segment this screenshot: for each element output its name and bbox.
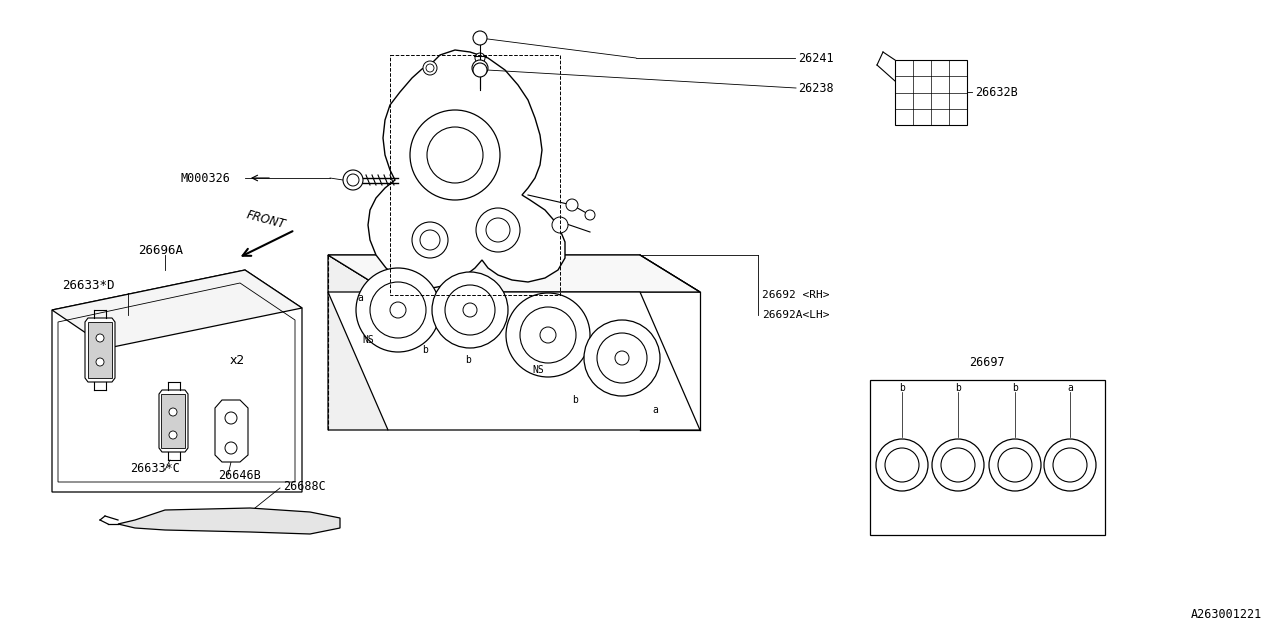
Circle shape <box>566 199 579 211</box>
Text: 26632B: 26632B <box>975 86 1018 99</box>
Circle shape <box>225 412 237 424</box>
Circle shape <box>225 442 237 454</box>
Circle shape <box>506 293 590 377</box>
Polygon shape <box>328 255 700 292</box>
Polygon shape <box>369 50 564 288</box>
Text: a: a <box>1068 383 1073 393</box>
Circle shape <box>426 64 434 72</box>
Text: 26697: 26697 <box>969 355 1005 369</box>
Text: A263001221: A263001221 <box>1190 609 1262 621</box>
Text: 26688C: 26688C <box>283 479 325 493</box>
Circle shape <box>356 268 440 352</box>
Text: 26633*D: 26633*D <box>61 278 114 291</box>
Text: a: a <box>357 293 364 303</box>
Circle shape <box>540 327 556 343</box>
Text: b: b <box>955 383 961 393</box>
Polygon shape <box>328 255 388 430</box>
Circle shape <box>614 351 628 365</box>
Text: FRONT: FRONT <box>244 209 287 232</box>
Circle shape <box>410 110 500 200</box>
Circle shape <box>475 53 485 63</box>
Circle shape <box>552 217 568 233</box>
Polygon shape <box>52 270 302 348</box>
Circle shape <box>941 448 975 482</box>
Text: 26646B: 26646B <box>218 468 261 481</box>
Text: 26692 <RH>: 26692 <RH> <box>762 290 829 300</box>
Circle shape <box>433 272 508 348</box>
Text: NS: NS <box>532 365 544 375</box>
Circle shape <box>428 127 483 183</box>
Bar <box>390 55 561 295</box>
Circle shape <box>390 302 406 318</box>
Text: b: b <box>899 383 905 393</box>
Text: 26696A: 26696A <box>138 243 183 257</box>
Text: M000326: M000326 <box>180 172 230 184</box>
Bar <box>161 394 186 448</box>
Text: b: b <box>572 395 579 405</box>
Circle shape <box>412 222 448 258</box>
Circle shape <box>884 448 919 482</box>
Text: x2: x2 <box>230 353 246 367</box>
Circle shape <box>474 63 486 77</box>
Circle shape <box>420 230 440 250</box>
Circle shape <box>476 208 520 252</box>
Polygon shape <box>328 292 700 430</box>
Circle shape <box>585 210 595 220</box>
Polygon shape <box>159 390 188 452</box>
Circle shape <box>169 408 177 416</box>
Circle shape <box>1044 439 1096 491</box>
Circle shape <box>596 333 646 383</box>
Circle shape <box>932 439 984 491</box>
Circle shape <box>989 439 1041 491</box>
Circle shape <box>1053 448 1087 482</box>
Bar <box>895 60 966 125</box>
Circle shape <box>998 448 1032 482</box>
Polygon shape <box>118 508 340 534</box>
Circle shape <box>370 282 426 338</box>
Circle shape <box>584 320 660 396</box>
Circle shape <box>876 439 928 491</box>
Text: NS: NS <box>362 335 374 345</box>
Text: b: b <box>1012 383 1018 393</box>
Text: b: b <box>422 345 428 355</box>
Circle shape <box>169 431 177 439</box>
Circle shape <box>463 303 477 317</box>
Text: 26238: 26238 <box>797 81 833 95</box>
Bar <box>88 322 113 378</box>
Text: b: b <box>465 355 471 365</box>
Circle shape <box>96 358 104 366</box>
Text: 26692A<LH>: 26692A<LH> <box>762 310 829 320</box>
Circle shape <box>520 307 576 363</box>
Circle shape <box>486 218 509 242</box>
Text: 26633*C: 26633*C <box>131 461 180 474</box>
Circle shape <box>445 285 495 335</box>
Circle shape <box>474 31 486 45</box>
Polygon shape <box>52 270 302 492</box>
Polygon shape <box>84 318 115 382</box>
Circle shape <box>343 170 364 190</box>
Polygon shape <box>328 255 700 292</box>
Circle shape <box>422 61 436 75</box>
Bar <box>870 380 1105 535</box>
Text: 26241: 26241 <box>797 51 833 65</box>
Circle shape <box>472 60 488 76</box>
Circle shape <box>347 174 358 186</box>
Circle shape <box>96 334 104 342</box>
Polygon shape <box>215 400 248 462</box>
Text: a: a <box>652 405 658 415</box>
